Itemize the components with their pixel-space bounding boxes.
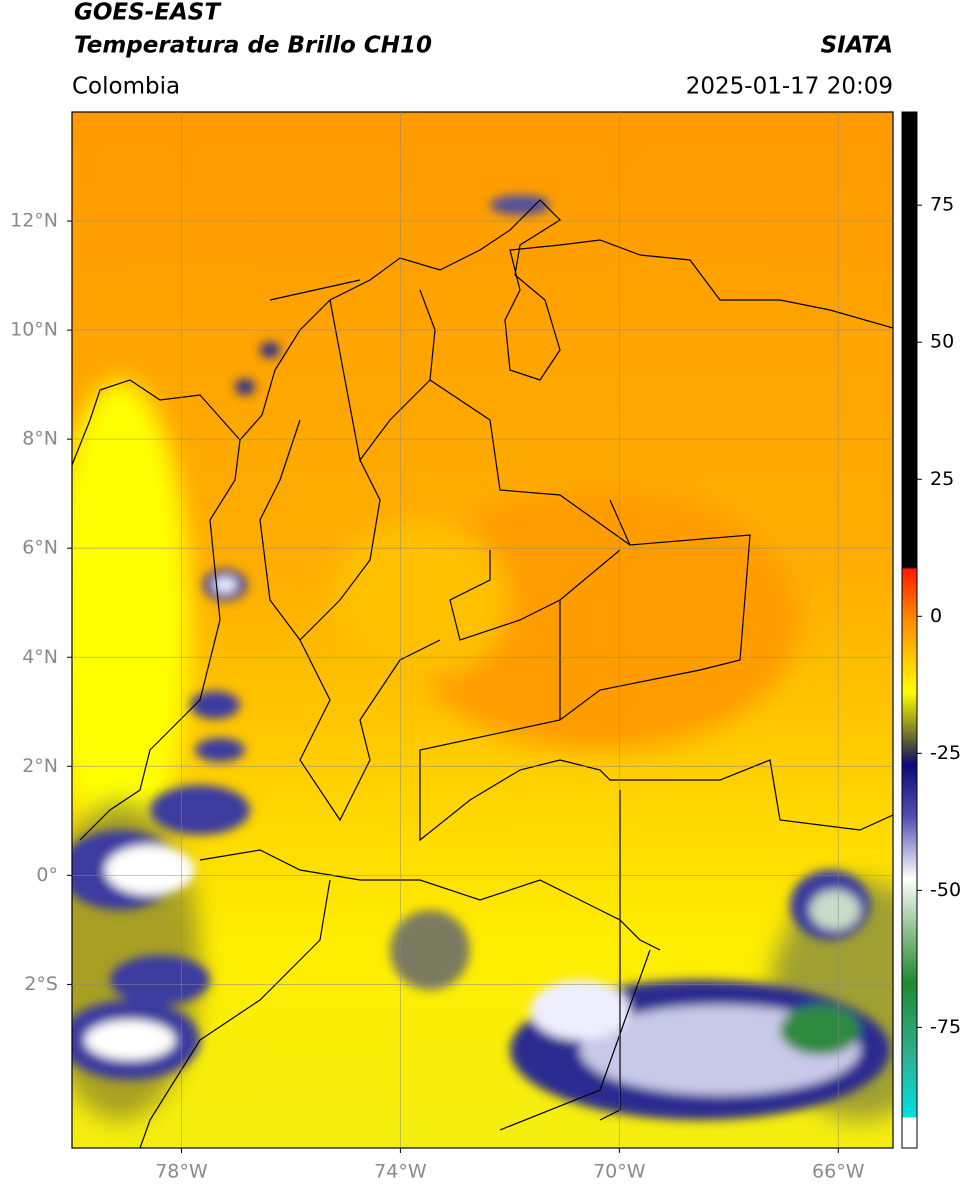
title-line-1: GOES-EAST [74, 0, 222, 26]
y-tick-label: 6°N [22, 537, 58, 559]
satellite-image [72, 112, 893, 1148]
x-tick-label: 66°W [812, 1161, 865, 1183]
colorbar-tick-label: 50 [930, 331, 954, 353]
colorbar-tick-label: -25 [930, 742, 961, 764]
colorbar [901, 111, 918, 1149]
colorbar-tick-label: -50 [930, 879, 961, 901]
x-tick-label: 74°W [374, 1161, 427, 1183]
coastlines [72, 199, 893, 1148]
y-tick-label: 2°N [22, 755, 58, 777]
title-line-2: Temperatura de Brillo CH10 [74, 33, 432, 59]
colorbar-tick-label: 0 [930, 605, 942, 627]
y-tick-label: 8°N [22, 428, 58, 450]
y-tick-label: 0° [36, 864, 58, 886]
map-frame [71, 111, 894, 1149]
colorbar-tick-label: -75 [930, 1016, 961, 1038]
timestamp: 2025-01-17 20:09 [686, 74, 893, 100]
colorbar-tick-label: 25 [930, 468, 954, 490]
x-tick-label: 78°W [155, 1161, 208, 1183]
y-tick-label: 4°N [22, 646, 58, 668]
y-tick-label: 12°N [10, 210, 58, 232]
x-tick-label: 70°W [593, 1161, 646, 1183]
source: SIATA [821, 33, 893, 59]
y-tick-label: 10°N [10, 319, 58, 341]
region: Colombia [72, 74, 180, 100]
y-tick-label: 2°S [24, 973, 58, 995]
colorbar-tick-label: 75 [930, 194, 954, 216]
